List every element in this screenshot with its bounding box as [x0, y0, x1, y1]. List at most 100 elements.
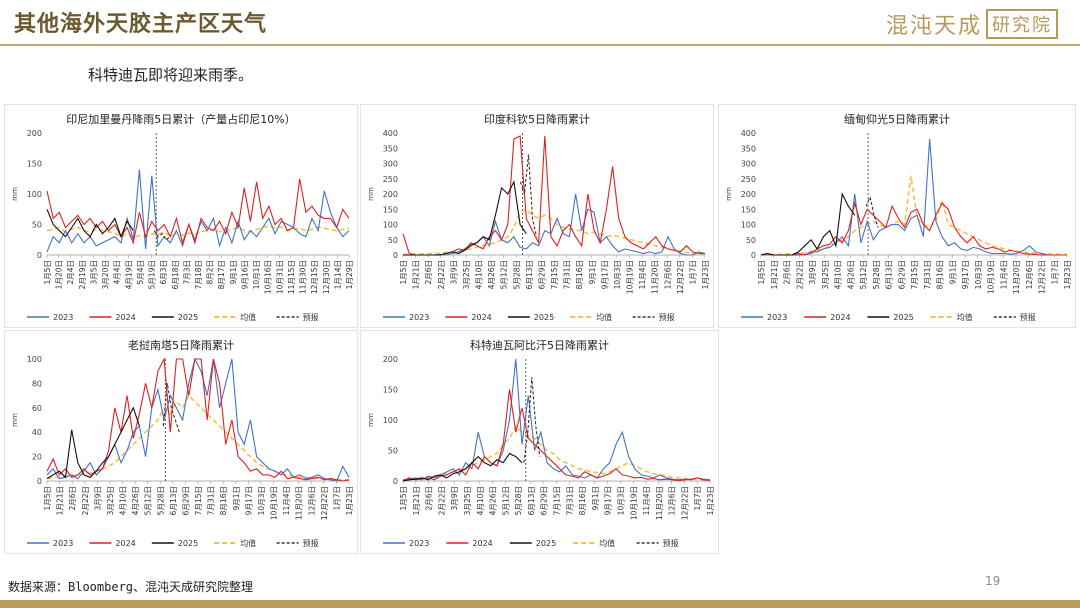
x-tick-label: 2月6日 [68, 486, 77, 511]
x-tick-label: 10月1日 [252, 260, 261, 289]
x-tick-label: 6月29日 [181, 486, 190, 515]
series-line-均值 [46, 224, 350, 239]
x-tick-label: 9月1日 [591, 486, 600, 511]
series-line-2023 [402, 358, 711, 481]
x-tick-label: 1月23日 [701, 260, 710, 289]
y-tick-label: 50 [388, 236, 398, 245]
x-tick-label: 1月7日 [688, 260, 697, 285]
legend-label: 2025 [536, 539, 556, 548]
x-tick-label: 11月20日 [651, 260, 660, 294]
x-tick-label: 1月7日 [332, 486, 341, 511]
chart-kalimantan: 印尼加里曼丹降雨5日累计（产量占印尼10%） 0 50 100 150 200 mm 1月5日… [4, 104, 358, 328]
series-line-预报 [523, 377, 541, 463]
y-tick-label: 50 [746, 236, 756, 245]
y-tick-label: 100 [383, 416, 398, 425]
x-tick-label: 10月19日 [987, 260, 996, 294]
x-tick-label: 6月13日 [885, 260, 894, 289]
x-tick-label: 1月5日 [399, 260, 408, 285]
series-line-2024 [402, 389, 711, 482]
x-tick-label: 7月31日 [565, 486, 574, 515]
series-line-2025 [402, 452, 523, 482]
x-tick-label: 10月31日 [275, 260, 284, 294]
y-tick-label: 40 [32, 428, 42, 437]
x-tick-label: 11月15日 [287, 260, 296, 294]
x-tick-label: 11月4日 [642, 486, 651, 515]
y-axis-label: mm [11, 413, 19, 427]
x-tick-label: 3月9日 [450, 486, 459, 511]
x-tick-label: 1月14日 [333, 260, 342, 289]
legend-label: 均值 [596, 312, 612, 322]
x-tick-label: 9月17日 [244, 486, 253, 515]
x-tick-label: 2月6日 [425, 486, 434, 511]
x-tick-label: 5月12日 [500, 260, 509, 289]
x-tick-label: 5月12日 [859, 260, 868, 289]
x-tick-label: 4月26日 [131, 486, 140, 515]
x-tick-label: 10月3日 [257, 486, 266, 515]
x-tick-label: 4月10日 [834, 260, 843, 289]
x-tick-label: 1月21日 [770, 260, 779, 289]
x-tick-label: 3月20日 [101, 260, 110, 289]
x-tick-label: 11月30日 [299, 260, 308, 294]
x-tick-label: 6月18日 [171, 260, 180, 289]
y-tick-label: 200 [27, 129, 42, 138]
x-tick-label: 12月22日 [680, 486, 689, 520]
legend-label: 2025 [534, 313, 554, 322]
x-tick-label: 10月19日 [270, 486, 279, 520]
x-tick-label: 11月4日 [282, 486, 291, 515]
x-tick-label: 12月6日 [1025, 260, 1034, 289]
legend-label: 2023 [767, 313, 787, 322]
x-tick-label: 8月17日 [217, 260, 226, 289]
x-tick-label: 2月22日 [795, 260, 804, 289]
x-tick-label: 11月20日 [295, 486, 304, 520]
x-tick-label: 1月21日 [56, 486, 65, 515]
x-tick-label: 7月15日 [194, 486, 203, 515]
x-tick-label: 12月22日 [1038, 260, 1047, 294]
y-tick-label: 150 [27, 160, 42, 169]
x-tick-label: 3月25日 [462, 260, 471, 289]
legend-label: 2024 [115, 313, 135, 322]
x-tick-label: 4月26日 [846, 260, 855, 289]
x-tick-label: 10月19日 [626, 260, 635, 294]
x-tick-label: 1月23日 [706, 486, 715, 515]
x-tick-label: 4月19日 [124, 260, 133, 289]
header-divider [0, 44, 1080, 46]
x-tick-label: 6月13日 [525, 260, 534, 289]
y-tick-label: 100 [741, 221, 756, 230]
legend-label: 2024 [830, 313, 850, 322]
y-tick-label: 50 [388, 447, 398, 456]
series-line-2023 [403, 193, 706, 256]
y-tick-label: 300 [383, 160, 398, 169]
y-tick-label: 50 [32, 221, 42, 230]
x-tick-label: 9月1日 [232, 486, 241, 511]
x-tick-label: 7月31日 [563, 260, 572, 289]
x-tick-label: 3月25日 [106, 486, 115, 515]
x-tick-label: 10月3日 [616, 486, 625, 515]
x-tick-label: 2月22日 [437, 260, 446, 289]
chart-kochi: 印度科钦5日降雨累计 0 50 100 150 200 250 300 350 400 mm 1月5日… [360, 104, 714, 328]
x-tick-label: 2月19日 [78, 260, 87, 289]
legend-label: 均值 [240, 538, 256, 548]
x-tick-label: 5月28日 [512, 260, 521, 289]
x-tick-label: 6月29日 [897, 260, 906, 289]
legend-label: 2023 [53, 539, 73, 548]
y-tick-label: 400 [741, 129, 756, 138]
x-tick-label: 6月29日 [537, 260, 546, 289]
x-tick-label: 12月22日 [676, 260, 685, 294]
legend-label: 2024 [471, 313, 491, 322]
x-tick-label: 1月5日 [399, 486, 408, 511]
chart-title: 缅甸仰光5日降雨累计 [844, 112, 950, 126]
x-tick-label: 1月23日 [1063, 260, 1072, 289]
x-tick-label: 7月31日 [923, 260, 932, 289]
x-tick-label: 8月16日 [219, 486, 228, 515]
chart-title: 科特迪瓦阿比汗5日降雨累计 [470, 338, 609, 352]
y-tick-label: 250 [741, 175, 756, 184]
x-tick-label: 11月4日 [638, 260, 647, 289]
y-tick-label: 200 [741, 190, 756, 199]
x-tick-label: 12月30日 [322, 260, 331, 294]
x-tick-label: 1月5日 [757, 260, 766, 285]
x-tick-label: 2月6日 [783, 260, 792, 285]
x-tick-label: 10月3日 [613, 260, 622, 289]
x-tick-label: 3月25日 [821, 260, 830, 289]
series-line-2024 [761, 201, 1067, 256]
company-logo: 混沌天成 研究院 [886, 8, 1058, 40]
